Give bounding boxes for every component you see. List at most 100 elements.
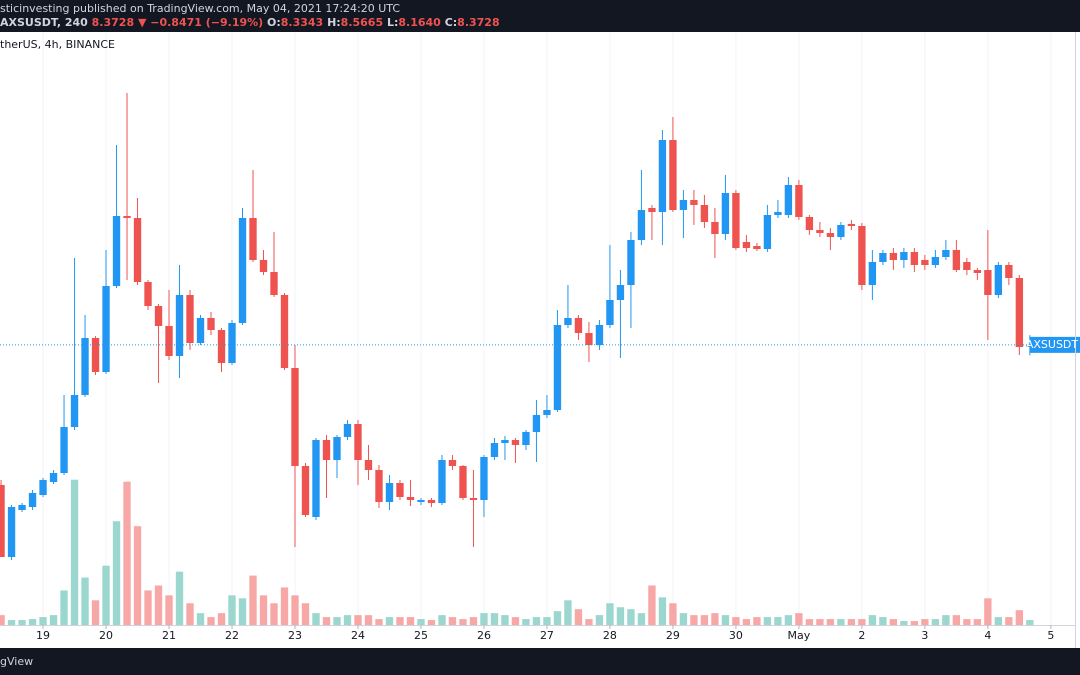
- candle-body: [606, 300, 614, 325]
- candle-body: [753, 246, 761, 249]
- candle-body: [942, 250, 950, 257]
- candle-body: [1026, 344, 1034, 347]
- candle-body: [721, 193, 730, 234]
- x-tick-label: 30: [729, 629, 743, 642]
- volume-bar: [123, 481, 131, 625]
- x-tick-label: 21: [162, 629, 176, 642]
- candle-body: [291, 368, 299, 466]
- change: ▼ −0.8471 (−9.19%): [138, 16, 263, 29]
- candle-body: [375, 470, 383, 502]
- volume-bar: [564, 600, 572, 625]
- candle-body: [133, 218, 142, 282]
- candle-body: [385, 483, 394, 502]
- candle-body: [658, 140, 667, 212]
- volume-bar: [490, 613, 499, 625]
- x-tick-label: 28: [603, 629, 617, 642]
- candle-body: [564, 318, 572, 325]
- volume-bar: [858, 619, 866, 625]
- x-tick-label: 19: [36, 629, 50, 642]
- candle-body: [952, 250, 961, 270]
- volume-bar: [879, 617, 887, 625]
- volume-bar: [952, 615, 961, 625]
- volume-bar: [847, 619, 856, 625]
- candle-body: [700, 205, 709, 222]
- volume-bar: [417, 619, 425, 625]
- volume-bar: [1026, 620, 1034, 625]
- volume-bar: [438, 615, 446, 625]
- volume-bar: [354, 615, 362, 625]
- volume-bar: [333, 617, 341, 625]
- candle-body: [217, 330, 226, 363]
- candle-body: [690, 200, 698, 205]
- volume-bar: [637, 613, 646, 625]
- volume-bar: [18, 620, 26, 625]
- volume-bar: [543, 617, 551, 625]
- candle-body: [207, 318, 215, 330]
- candle-body: [585, 333, 593, 345]
- volume-bar: [889, 619, 898, 625]
- candle-body: [553, 325, 562, 410]
- candle-body: [648, 208, 656, 212]
- candle-body: [679, 200, 688, 210]
- volume-bar: [511, 617, 520, 625]
- candle-body: [165, 326, 173, 356]
- x-tick-label: 22: [225, 629, 239, 642]
- candle-body: [102, 286, 110, 372]
- volume-bar: [207, 617, 215, 625]
- candle-body: [532, 415, 541, 432]
- volume-bar: [648, 585, 656, 625]
- ohlc-key: H:: [327, 16, 341, 29]
- volume-bar: [385, 617, 394, 625]
- candle-body: [742, 242, 751, 248]
- candle-body: [18, 505, 26, 510]
- candle-body: [784, 185, 793, 215]
- candle-body: [984, 270, 992, 295]
- candle-body: [249, 218, 257, 260]
- candle-body: [805, 217, 814, 230]
- ohlc-value: 8.5665: [341, 16, 383, 29]
- volume-bar: [228, 595, 236, 625]
- volume-bar: [690, 615, 698, 625]
- candle-body: [910, 252, 919, 265]
- candle-body: [574, 318, 583, 333]
- candle-body: [795, 185, 803, 217]
- volume-bar: [133, 526, 142, 625]
- x-tick-label: 29: [666, 629, 680, 642]
- candle-body: [144, 282, 152, 306]
- volume-bar: [238, 598, 247, 625]
- volume-bar: [942, 615, 950, 625]
- volume-bar: [574, 609, 583, 625]
- candle-body: [280, 295, 289, 368]
- volume-bar: [49, 615, 58, 625]
- candle-body: [774, 212, 782, 215]
- candle-body: [333, 437, 341, 460]
- volume-bar: [795, 613, 803, 625]
- candle-body: [28, 493, 37, 507]
- candle-body: [879, 253, 887, 262]
- candle-body: [438, 460, 446, 503]
- candle-body: [459, 466, 467, 498]
- candle-body: [637, 210, 646, 240]
- volume-bar: [973, 619, 982, 625]
- volume-bar: [343, 615, 352, 625]
- candle-body: [868, 262, 877, 285]
- x-tick-label: 5: [1047, 629, 1054, 642]
- candle-body: [123, 216, 131, 218]
- candle-body: [763, 215, 772, 249]
- volume-bar: [532, 617, 541, 625]
- volume-bar: [175, 571, 184, 625]
- candle-body: [816, 230, 824, 233]
- candle-body: [0, 485, 5, 557]
- volume-bar: [994, 617, 1003, 625]
- volume-bar: [39, 617, 47, 625]
- candle-body: [595, 325, 604, 345]
- symbol: AXSUSDT, 240: [0, 16, 88, 29]
- candle-body: [858, 226, 866, 285]
- volume-bar: [154, 585, 163, 625]
- volume-bar: [480, 613, 488, 625]
- candle-body: [301, 466, 310, 515]
- candle-body: [511, 440, 520, 445]
- x-tick-label: 3: [921, 629, 928, 642]
- volume-bar: [60, 590, 68, 625]
- candle-body: [900, 252, 908, 260]
